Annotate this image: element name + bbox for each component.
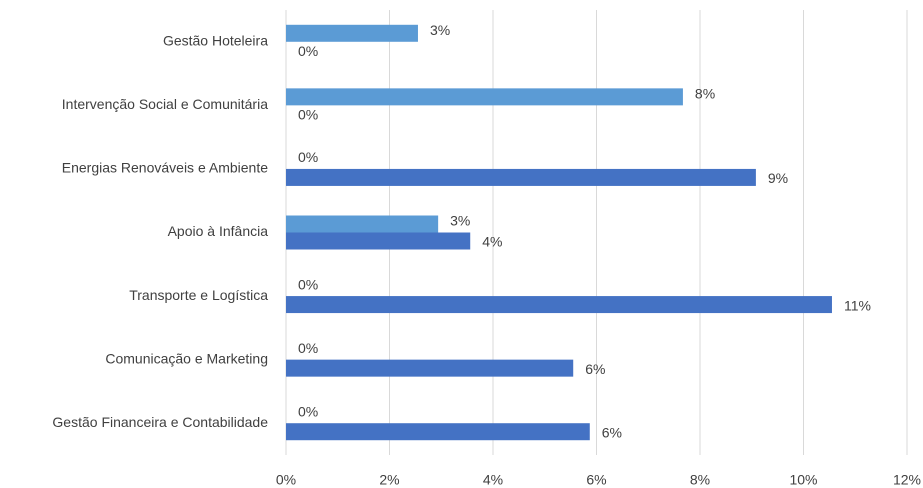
x-tick-label: 10% [789, 472, 817, 488]
data-label: 6% [602, 424, 622, 440]
data-label: 0% [298, 276, 318, 292]
bar [286, 232, 471, 250]
y-tick-label: Gestão Hoteleira [163, 32, 268, 48]
data-label: 3% [450, 213, 470, 229]
y-tick-label: Apoio à Infância [168, 223, 269, 239]
bar [286, 215, 439, 233]
bar [286, 296, 832, 314]
data-label: 0% [298, 403, 318, 419]
data-label: 0% [298, 149, 318, 165]
bar [286, 88, 683, 106]
x-tick-label: 2% [379, 472, 399, 488]
data-label: 3% [430, 22, 450, 38]
y-tick-label: Intervenção Social e Comunitária [62, 96, 268, 112]
data-label: 9% [768, 170, 788, 186]
data-label: 4% [482, 234, 502, 250]
y-tick-label: Comunicação e Marketing [105, 350, 268, 366]
y-tick-label: Energias Renováveis e Ambiente [62, 160, 268, 176]
y-tick-label: Gestão Financeira e Contabilidade [52, 414, 268, 430]
x-tick-label: 6% [586, 472, 606, 488]
x-tick-label: 4% [483, 472, 503, 488]
data-label: 0% [298, 43, 318, 59]
data-label: 6% [585, 361, 605, 377]
data-label: 8% [695, 86, 715, 102]
data-label: 0% [298, 107, 318, 123]
x-tick-label: 12% [893, 472, 921, 488]
x-tick-label: 0% [276, 472, 296, 488]
bar [286, 423, 590, 441]
data-label: 11% [844, 297, 871, 313]
data-label: 0% [298, 340, 318, 356]
x-tick-label: 8% [690, 472, 710, 488]
bar [286, 24, 418, 42]
bar [286, 359, 574, 377]
y-tick-label: Transporte e Logística [129, 287, 268, 303]
bar [286, 168, 756, 186]
